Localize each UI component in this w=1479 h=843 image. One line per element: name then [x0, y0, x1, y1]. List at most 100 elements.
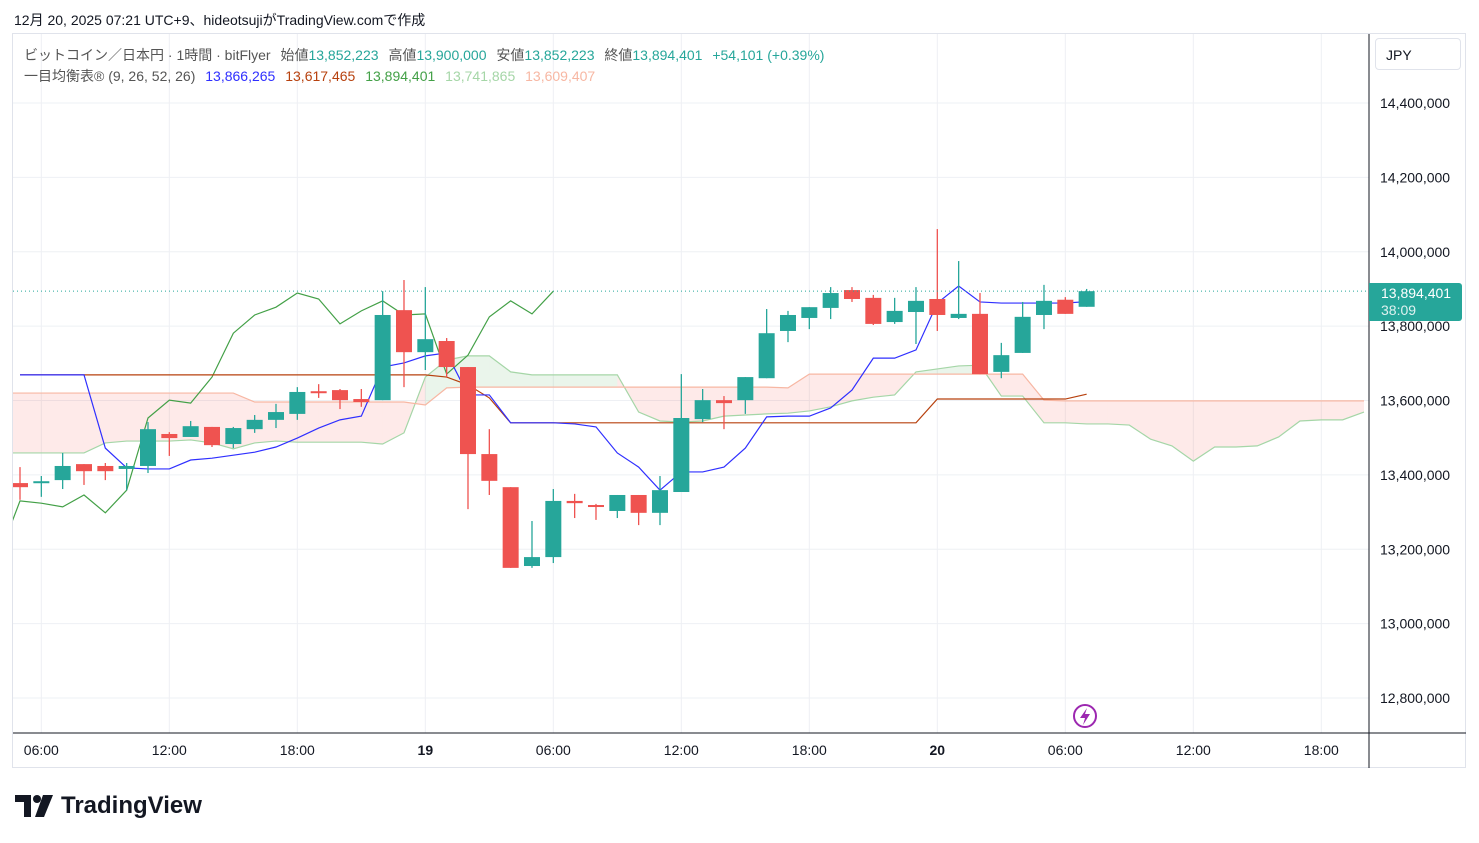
cloud-segment	[41, 393, 63, 453]
candle-body	[950, 313, 967, 318]
senkou-b-value: 13,609,407	[525, 68, 596, 84]
candle-body	[97, 465, 114, 472]
time-tick-label: 12:00	[1176, 742, 1211, 758]
cloud-segment	[574, 374, 596, 388]
candle-body	[523, 557, 540, 567]
candle-body	[481, 454, 498, 481]
bar-countdown: 38:09	[1381, 302, 1417, 318]
symbol-legend: ビットコイン／日本円 · 1時間 · bitFlyer 始値13,852,223…	[24, 45, 830, 65]
lightning-icon[interactable]	[1073, 704, 1097, 728]
price-tick-label: 14,000,000	[1380, 244, 1450, 260]
low-label: 安値	[496, 47, 525, 63]
candle-body	[886, 310, 903, 323]
cloud-segment	[1193, 400, 1215, 462]
candle	[225, 426, 242, 449]
open-label: 始値	[280, 47, 309, 63]
candle-body	[395, 310, 412, 353]
change-value: +54,101 (+0.39%)	[712, 47, 825, 63]
indicator-name: 一目均衡表® (9, 26, 52, 26)	[24, 68, 196, 84]
cloud-segment	[382, 402, 404, 445]
candle	[139, 422, 156, 474]
candle-body	[779, 314, 796, 331]
candle	[459, 367, 476, 510]
candle-body	[118, 465, 135, 469]
candle-body	[289, 391, 306, 414]
candle	[801, 307, 818, 330]
cloud-segment	[1001, 374, 1023, 397]
cloud-segment	[809, 374, 831, 411]
candle	[779, 310, 796, 343]
candle-body	[651, 490, 668, 513]
candle	[1057, 297, 1074, 314]
candle	[374, 291, 391, 401]
cloud-segment	[318, 402, 340, 443]
tenkan-line	[20, 285, 1087, 491]
candle-body	[459, 367, 476, 455]
chikou-value: 13,894,401	[365, 68, 436, 84]
candle-body	[182, 426, 199, 437]
candle	[1035, 284, 1052, 330]
tradingview-logo[interactable]: TradingView	[15, 792, 202, 820]
candle	[182, 420, 199, 437]
candle	[417, 287, 434, 371]
chart-frame	[12, 33, 1466, 768]
open-value: 13,852,223	[308, 47, 379, 63]
candle	[907, 287, 924, 344]
candle-body	[417, 339, 434, 353]
price-tick-label: 13,400,000	[1380, 467, 1450, 483]
cloud-segment	[425, 359, 447, 405]
cloud-segment	[339, 402, 362, 443]
candle	[523, 521, 540, 568]
time-tick-label: 19	[418, 742, 434, 758]
price-axis[interactable]: 14,400,000 14,200,000 14,000,000 13,800,000…	[1380, 95, 1450, 706]
grid-lines	[13, 34, 1369, 733]
currency-button[interactable]: JPY	[1375, 38, 1461, 70]
candle	[310, 384, 327, 398]
candle	[33, 476, 50, 497]
price-tick-label: 13,000,000	[1380, 616, 1450, 632]
candle	[950, 261, 967, 320]
last-price-label: 13,894,401 38:09	[1369, 283, 1462, 321]
candle	[395, 280, 412, 388]
price-tick-label: 13,600,000	[1380, 393, 1450, 409]
cloud-segment	[1299, 400, 1322, 421]
candle	[502, 487, 519, 568]
price-tick-label: 13,800,000	[1380, 318, 1450, 334]
cloud-segment	[1214, 400, 1236, 448]
candle-body	[801, 307, 818, 318]
cloud-segment	[873, 374, 895, 398]
cloud-segment	[510, 371, 532, 388]
candle	[737, 377, 754, 414]
candle	[289, 387, 306, 420]
low-value: 13,852,223	[524, 47, 595, 63]
candle	[993, 342, 1010, 379]
time-axis[interactable]: 06:00 12:00 18:00 19 06:00 12:00 18:00 20 06:00 1…	[24, 742, 1339, 758]
indicator-legend[interactable]: 一目均衡表® (9, 26, 52, 26) 13,866,265 13,617…	[24, 66, 601, 86]
candle	[331, 388, 348, 410]
time-tick-label: 06:00	[1048, 742, 1083, 758]
candle-body	[374, 314, 391, 401]
cloud-segment	[531, 374, 554, 388]
candle-body	[865, 297, 882, 324]
candle	[481, 429, 498, 495]
cloud-segment	[787, 374, 810, 414]
kijun-value: 13,617,465	[285, 68, 356, 84]
candle	[246, 415, 263, 433]
candle	[97, 462, 114, 481]
candle	[929, 229, 946, 331]
cloud-segment	[638, 387, 660, 421]
candle-body	[502, 487, 519, 568]
candle	[1078, 288, 1095, 307]
price-tick-label: 12,800,000	[1380, 690, 1450, 706]
cloud-segment	[13, 393, 20, 453]
chart-caption: 12月 20, 2025 07:21 UTC+9、hideotsujiがTrad…	[14, 12, 426, 28]
plot-area	[13, 229, 1369, 568]
cloud-segment	[126, 393, 148, 442]
candle	[886, 297, 903, 324]
time-tick-label: 18:00	[1304, 742, 1339, 758]
candle-body	[203, 426, 220, 446]
tradingview-logo-icon	[15, 795, 53, 817]
candle-body	[246, 419, 263, 430]
cloud-segment	[1321, 400, 1343, 420]
